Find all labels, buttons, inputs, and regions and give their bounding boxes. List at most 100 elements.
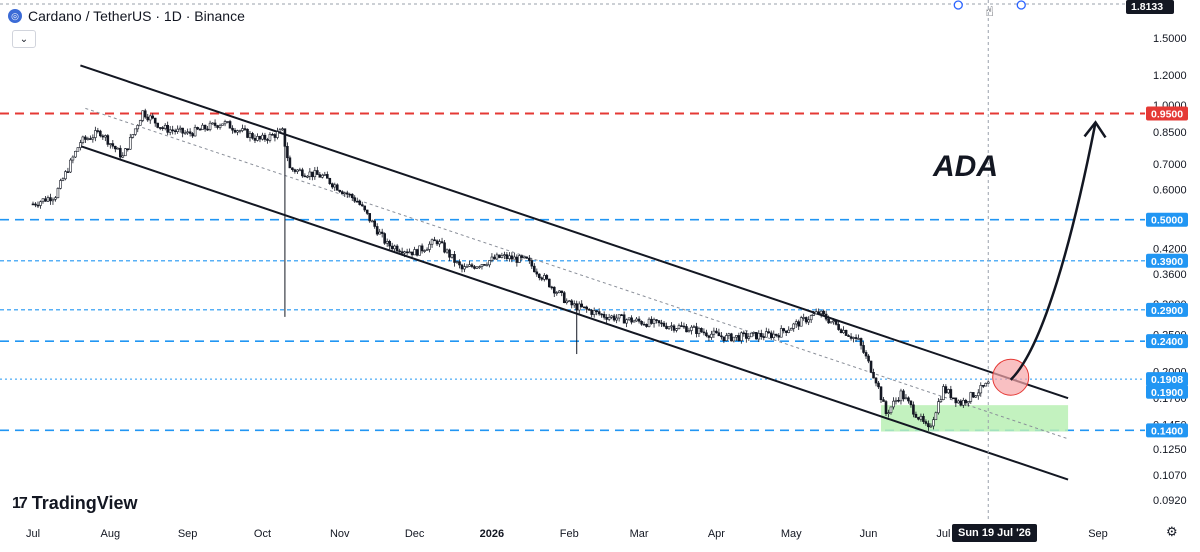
x-tick-label: Jul: [26, 528, 40, 540]
y-tick-label: 0.8500: [1153, 127, 1187, 139]
candle-body: [438, 241, 441, 245]
candle-body: [937, 401, 940, 414]
candle-body: [755, 332, 758, 340]
candle-body: [797, 321, 801, 327]
candle-body: [964, 399, 968, 404]
demand-zone-layer: [881, 405, 1069, 432]
settings-gear-icon[interactable]: ⚙: [1166, 524, 1178, 539]
candle-body: [909, 400, 913, 406]
tradingview-logo: 17 TradingView: [12, 493, 138, 514]
candle-body: [256, 136, 259, 141]
candle-body: [732, 336, 736, 342]
candle-body: [430, 239, 434, 245]
candle-body: [360, 204, 364, 207]
candle-body: [550, 286, 554, 289]
x-tick-label: Apr: [708, 528, 725, 540]
candle-body: [470, 264, 474, 267]
candle-body: [333, 184, 337, 188]
candle-body: [852, 337, 855, 339]
collapse-legend-button[interactable]: ⌄: [12, 30, 36, 48]
candle-body: [161, 127, 164, 129]
candle-body: [383, 233, 386, 244]
candle-body: [458, 261, 461, 266]
candle-body: [625, 319, 628, 324]
candle-body: [109, 143, 112, 145]
candle-body: [862, 345, 865, 353]
candle-body: [538, 273, 541, 279]
candle-body: [363, 205, 367, 211]
candle-body: [503, 254, 506, 256]
candle-body: [463, 266, 466, 270]
candle-body: [557, 290, 561, 293]
candle-body: [809, 315, 813, 321]
price-axis-bg: [1146, 0, 1200, 547]
candle-body: [375, 226, 379, 235]
candle-body: [453, 254, 456, 263]
candle-body: [246, 128, 249, 138]
candle-body: [94, 130, 97, 138]
candle-body: [857, 338, 860, 340]
candle-body: [238, 130, 242, 132]
candle-body: [308, 171, 312, 177]
candle-body: [296, 169, 299, 172]
price-tag-current-bg: [1146, 372, 1188, 387]
candle-body: [814, 311, 818, 315]
candle-body: [218, 125, 222, 128]
candle-body: [582, 306, 586, 309]
candle-body: [847, 335, 850, 337]
candle-body: [56, 188, 60, 199]
candle-body: [932, 419, 935, 427]
candle-body: [742, 332, 746, 335]
candle-body: [485, 264, 489, 267]
x-tick-label: Sep: [1088, 528, 1108, 540]
candle-body: [263, 134, 267, 140]
candle-body: [84, 136, 87, 140]
candle-body: [730, 333, 733, 342]
candle-body: [747, 336, 751, 339]
candle-body: [69, 159, 72, 173]
x-tick-label: Aug: [101, 528, 121, 540]
candle-body: [807, 319, 810, 323]
candle-body: [986, 381, 990, 384]
candle-body: [762, 336, 766, 338]
channel-lower-line: [80, 145, 1069, 481]
candle-body: [944, 386, 948, 394]
candle-body: [385, 241, 389, 244]
candle-body: [545, 275, 549, 280]
candle-body: [335, 184, 339, 191]
candle-body: [81, 136, 85, 143]
candle-body: [131, 134, 135, 138]
candle-body: [435, 240, 439, 245]
candle-body: [158, 127, 162, 129]
candle-body: [897, 399, 900, 402]
candle-body: [700, 328, 703, 333]
candle-body: [969, 392, 973, 402]
candle-body: [365, 209, 369, 214]
candle-body: [303, 175, 307, 178]
candle-body: [657, 320, 661, 324]
candle-body: [799, 317, 803, 327]
price-tag-0.1900-bg: [1146, 384, 1188, 399]
candle-body: [271, 134, 274, 136]
candle-body: [236, 130, 239, 133]
candle-body: [580, 303, 584, 308]
candle-body: [59, 180, 62, 189]
candle-body: [91, 137, 95, 140]
x-tick-label: Nov: [330, 528, 350, 540]
candle-body: [196, 127, 199, 130]
channel-upper-line: [80, 64, 1069, 400]
candle-body: [662, 322, 666, 327]
candle-body: [737, 335, 741, 341]
candle-body: [418, 245, 421, 256]
candle-body: [173, 130, 177, 133]
candle-body: [665, 325, 668, 329]
candle-body: [390, 245, 394, 250]
y-tick-label: 0.0920: [1153, 495, 1187, 507]
candle-body: [74, 151, 77, 158]
candle-body: [620, 314, 623, 316]
candle-body: [450, 254, 454, 258]
candle-body: [917, 417, 920, 420]
candle-body: [168, 129, 172, 133]
